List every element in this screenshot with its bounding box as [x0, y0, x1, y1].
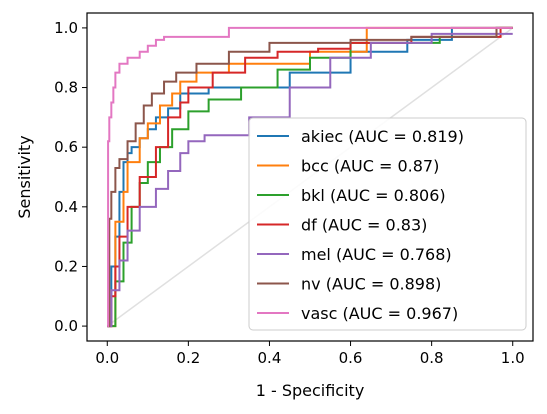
legend-box	[248, 117, 527, 331]
legend: akiec (AUC = 0.819) bcc (AUC = 0.87) bkl (…	[248, 117, 527, 331]
y-tick-label: 0.6	[54, 138, 78, 156]
series-line-bcc	[107, 26, 513, 328]
y-tick-label: 0.4	[54, 198, 78, 216]
series-line-nv	[107, 26, 513, 328]
ticks-layer: 0.0 0.2 0.4 0.6 0.8 1.0 0.0 0.2 0.4 0.6 0.8 1.0	[54, 19, 525, 367]
legend-label: akiec (AUC = 0.819)	[301, 127, 464, 146]
series-line-mel	[107, 32, 513, 328]
x-tick-label: 0.6	[339, 349, 363, 367]
y-axis-title: Sensitivity	[15, 135, 34, 218]
y-tick-label: 0.8	[54, 79, 78, 97]
x-tick-label: 0.0	[95, 349, 119, 367]
x-tick-label: 0.4	[258, 349, 282, 367]
y-tick-label: 1.0	[54, 19, 78, 37]
legend-label: bkl (AUC = 0.806)	[301, 186, 446, 205]
legend-label: df (AUC = 0.83)	[301, 216, 427, 235]
series-line-akiec	[107, 26, 513, 328]
x-tick-label: 1.0	[501, 349, 525, 367]
series-layer	[107, 26, 513, 328]
y-tick-label: 0.0	[54, 317, 78, 335]
series-line-df	[107, 26, 513, 328]
x-tick-label: 0.2	[176, 349, 200, 367]
legend-items: akiec (AUC = 0.819) bcc (AUC = 0.87) bkl (…	[257, 127, 464, 323]
legend-label: vasc (AUC = 0.967)	[301, 304, 458, 323]
legend-label: bcc (AUC = 0.87)	[301, 157, 439, 176]
x-axis-title: 1 - Specificity	[256, 381, 365, 400]
legend-label: nv (AUC = 0.898)	[301, 275, 441, 294]
series-line-vasc	[107, 26, 513, 328]
x-tick-label: 0.8	[420, 349, 444, 367]
plot-frame	[86, 12, 534, 342]
y-tick-label: 0.2	[54, 257, 78, 275]
legend-label: mel (AUC = 0.768)	[301, 245, 452, 264]
